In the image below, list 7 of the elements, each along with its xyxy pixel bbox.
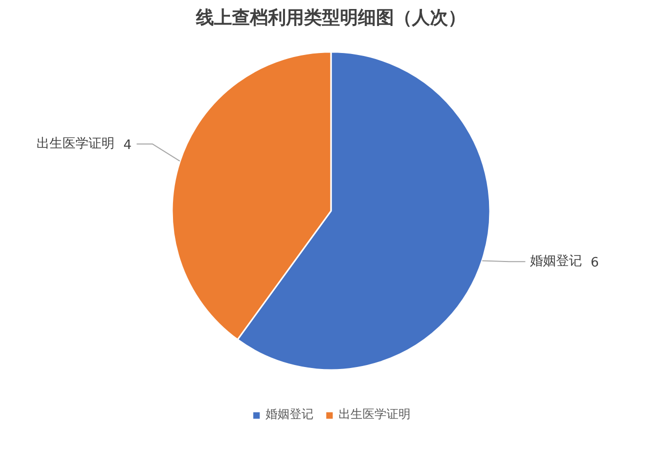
legend-label: 婚姻登记 <box>266 406 314 423</box>
chart-title: 线上查档利用类型明细图（人次） <box>195 8 466 28</box>
slice-label: 出生医学证明 <box>36 136 114 152</box>
slice-label: 婚姻登记 <box>530 254 582 270</box>
data-label: 6 <box>590 256 599 271</box>
legend-label: 出生医学证明 <box>338 406 410 423</box>
data-label: 4 <box>123 138 132 154</box>
